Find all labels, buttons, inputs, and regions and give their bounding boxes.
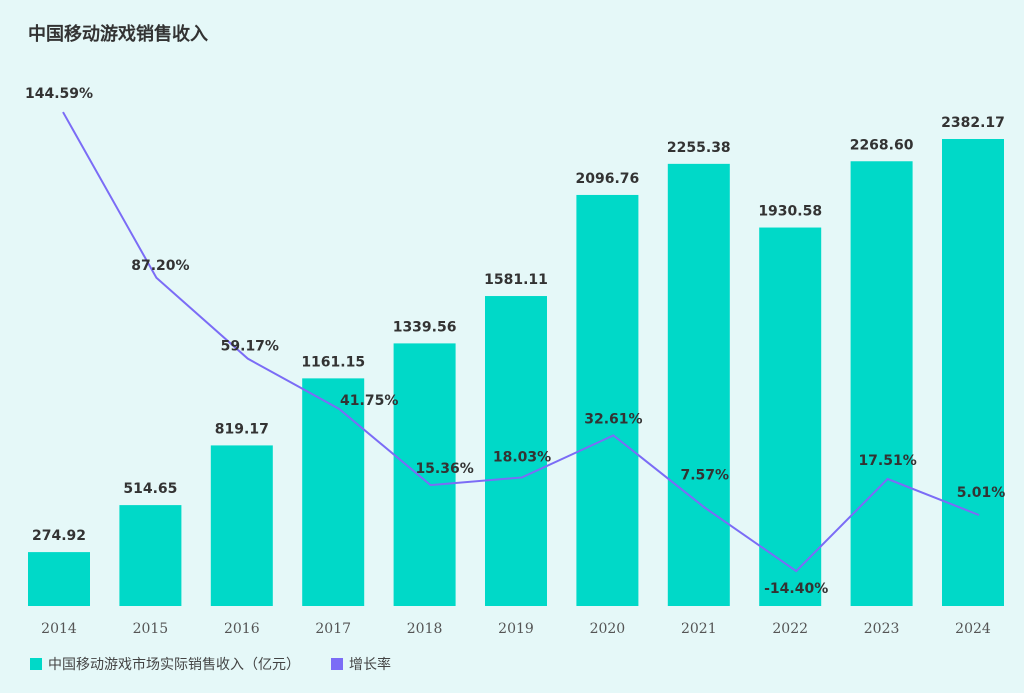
legend-item-growth[interactable]: 增长率 [331, 654, 391, 674]
x-tick-2021: 2021 [681, 621, 717, 637]
growth-label-2018: 15.36% [415, 461, 473, 477]
bar-2020 [576, 194, 639, 606]
bar-2016 [210, 445, 273, 606]
bar-2021 [667, 163, 730, 606]
growth-label-2021: 7.57% [681, 468, 730, 484]
bar-label-2022: 1930.58 [758, 204, 822, 220]
x-tick-2020: 2020 [590, 621, 626, 637]
bar-label-2017: 1161.15 [301, 354, 365, 370]
bar-label-2019: 1581.11 [484, 272, 548, 288]
bar-2022 [759, 227, 822, 606]
x-tick-2023: 2023 [864, 621, 900, 637]
x-tick-2017: 2017 [315, 621, 351, 637]
growth-label-2022: -14.40% [764, 581, 828, 597]
bar-2015 [119, 505, 182, 606]
x-tick-2022: 2022 [772, 621, 808, 637]
bar-2023 [850, 161, 913, 607]
bar-2024 [942, 139, 1004, 606]
bar-label-2024: 2382.17 [941, 115, 1005, 131]
growth-label-2016: 59.17% [221, 339, 279, 355]
legend-label-growth: 增长率 [349, 657, 391, 673]
bar-2017 [302, 378, 365, 606]
bar-label-2023: 2268.60 [850, 137, 914, 153]
chart-title: 中国移动游戏销售收入 [28, 24, 208, 45]
x-tick-2018: 2018 [407, 621, 443, 637]
growth-label-2014: 144.59% [25, 86, 93, 102]
x-tick-2016: 2016 [224, 621, 260, 637]
bar-label-2021: 2255.38 [667, 140, 731, 156]
legend-swatch-growth [331, 658, 343, 670]
legend-swatch-revenue [30, 658, 42, 670]
bar-2019 [485, 296, 547, 606]
growth-label-2020: 32.61% [584, 411, 642, 427]
x-tick-2014: 2014 [41, 621, 77, 637]
growth-label-2024: 5.01% [957, 485, 1006, 501]
bar-label-2016: 819.17 [215, 421, 269, 437]
legend-item-revenue[interactable]: 中国移动游戏市场实际销售收入（亿元） [30, 654, 300, 674]
x-tick-2024: 2024 [955, 621, 991, 637]
legend-label-revenue: 中国移动游戏市场实际销售收入（亿元） [48, 657, 300, 673]
x-tick-2019: 2019 [498, 621, 534, 637]
growth-label-2023: 17.51% [858, 453, 916, 469]
growth-label-2019: 18.03% [493, 449, 551, 465]
bar-2014 [28, 552, 90, 606]
bar-label-2015: 514.65 [123, 481, 177, 497]
bar-2018 [393, 343, 456, 606]
bar-label-2020: 2096.76 [576, 171, 640, 187]
bar-label-2018: 1339.56 [393, 319, 457, 335]
x-tick-2015: 2015 [133, 621, 169, 637]
growth-label-2015: 87.20% [131, 258, 189, 274]
growth-label-2017: 41.75% [340, 393, 398, 409]
bar-label-2014: 274.92 [32, 528, 86, 544]
